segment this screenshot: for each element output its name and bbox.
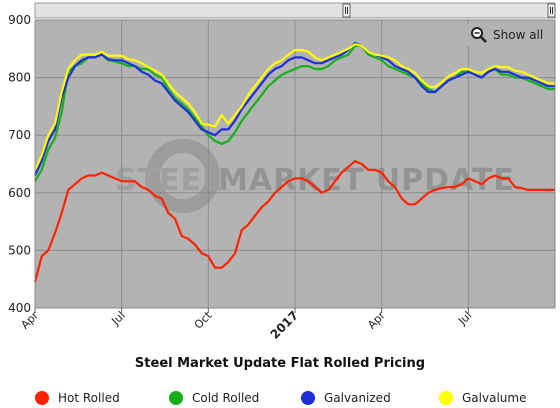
legend-item-cold-rolled[interactable]: Cold Rolled bbox=[169, 391, 259, 405]
navigator-bar[interactable] bbox=[34, 2, 556, 19]
legend: Hot Rolled Cold Rolled Galvanized Galvalume bbox=[35, 391, 526, 405]
series-line-galvalume bbox=[34, 43, 555, 171]
legend-item-galvalume[interactable]: Galvalume bbox=[439, 391, 526, 405]
series-line-hot-rolled bbox=[33, 160, 555, 283]
magnifier-icon bbox=[471, 27, 487, 43]
show-all-button[interactable]: Show all bbox=[466, 24, 550, 46]
legend-item-hot-rolled[interactable]: Hot Rolled bbox=[35, 391, 120, 405]
legend-item-galvanized[interactable]: Galvanized bbox=[301, 391, 391, 405]
y-tick-label: 500 bbox=[8, 243, 31, 257]
x-tick-label: Apr bbox=[365, 309, 388, 332]
legend-label: Galvalume bbox=[462, 391, 526, 405]
y-tick-label: 400 bbox=[8, 301, 31, 315]
y-axis: 400 500 600 700 800 900 bbox=[8, 13, 31, 315]
legend-swatch bbox=[301, 391, 315, 405]
y-tick-label: 800 bbox=[8, 71, 31, 85]
navigator-left-handle[interactable] bbox=[342, 3, 351, 18]
x-tick-label: Jul bbox=[108, 309, 127, 328]
y-tick-label: 900 bbox=[8, 13, 31, 27]
show-all-label: Show all bbox=[493, 28, 543, 42]
legend-swatch bbox=[439, 391, 453, 405]
x-tick-label: 2017 bbox=[268, 308, 302, 342]
legend-swatch bbox=[169, 391, 183, 405]
series-lines bbox=[33, 41, 555, 283]
x-axis: Apr Jul Oct 2017 Apr Jul bbox=[18, 308, 474, 342]
legend-label: Galvanized bbox=[324, 391, 391, 405]
series-line-galvanized bbox=[34, 41, 555, 176]
legend-label: Hot Rolled bbox=[58, 391, 120, 405]
y-tick-label: 700 bbox=[8, 128, 31, 142]
x-tick-label: Jul bbox=[455, 309, 474, 328]
legend-label: Cold Rolled bbox=[192, 391, 259, 405]
navigator-right-handle[interactable] bbox=[547, 3, 556, 18]
y-tick-label: 600 bbox=[8, 186, 31, 200]
x-tick-label: Oct bbox=[192, 308, 215, 331]
legend-swatch bbox=[35, 391, 49, 405]
chart-title: Steel Market Update Flat Rolled Pricing bbox=[135, 356, 425, 371]
